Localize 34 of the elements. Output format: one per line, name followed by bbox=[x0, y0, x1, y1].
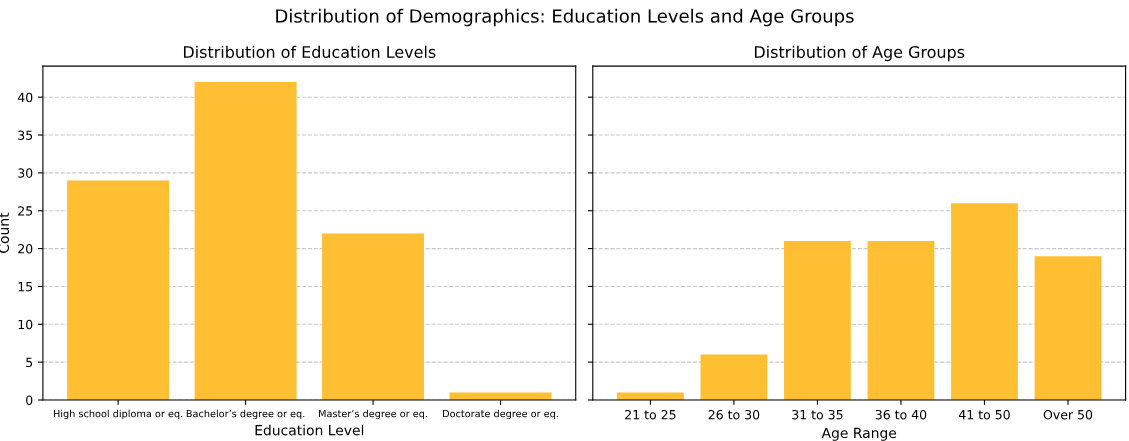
y-tick-label: 20 bbox=[18, 244, 33, 254]
bar bbox=[951, 203, 1018, 400]
y-tick-label: 5 bbox=[26, 357, 33, 368]
bar bbox=[449, 392, 552, 400]
text: Distribution of Demographics: Education Levels and Age Groups bbox=[276, 8, 854, 27]
chart-title: Distribution of Age Groups bbox=[754, 45, 965, 62]
y-tick-label: 40 bbox=[17, 92, 33, 103]
x-tick-label: 21 to 25 bbox=[625, 409, 676, 420]
y-tick-label: 35 bbox=[18, 130, 33, 140]
y-tick-label: 30 bbox=[18, 168, 33, 178]
x-tick-label: Bachelor’s degree or eq. bbox=[186, 409, 305, 420]
bar bbox=[617, 392, 684, 400]
x-tick-label: 31 to 35 bbox=[792, 409, 843, 420]
x-tick-label: Over 50 bbox=[1043, 409, 1093, 420]
bar bbox=[322, 233, 425, 400]
x-tick-label: Master’s degree or eq. bbox=[319, 409, 427, 420]
bar bbox=[700, 354, 768, 400]
y-tick-label: 15 bbox=[18, 282, 33, 292]
chart-title: Distribution of Education Levels bbox=[183, 45, 436, 59]
bar bbox=[1034, 256, 1102, 400]
x-axis-title: Education Level bbox=[255, 424, 364, 436]
bar bbox=[867, 241, 935, 400]
x-tick-label: 41 to 50 bbox=[958, 409, 1010, 420]
y-tick-label: 10 bbox=[18, 319, 33, 330]
x-tick-label: High school diploma or eq. bbox=[53, 409, 183, 420]
bar bbox=[67, 180, 170, 400]
y-tick-label: 0 bbox=[26, 395, 33, 405]
x-tick-label: Doctorate degree or eq. bbox=[443, 409, 558, 420]
x-axis-title: Age Range bbox=[821, 427, 897, 441]
bar bbox=[784, 241, 851, 400]
x-tick-label: 26 to 30 bbox=[708, 409, 760, 420]
x-tick-label: 36 to 40 bbox=[875, 409, 927, 420]
bar bbox=[194, 82, 297, 400]
y-tick-label: 25 bbox=[18, 206, 33, 216]
